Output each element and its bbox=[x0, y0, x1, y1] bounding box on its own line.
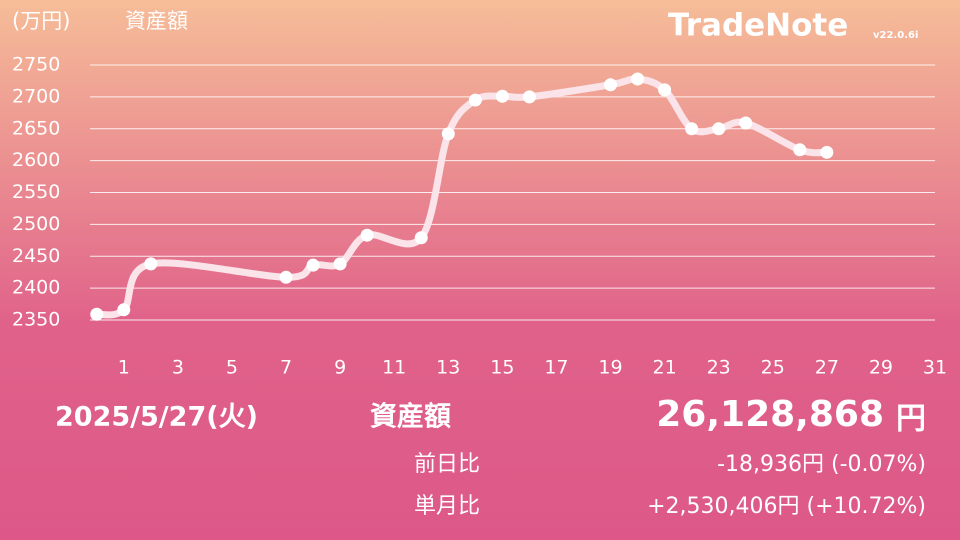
data-point bbox=[414, 231, 428, 245]
data-point bbox=[90, 307, 104, 321]
data-point bbox=[631, 72, 645, 86]
app-name: TradeNote bbox=[668, 8, 848, 44]
data-point bbox=[604, 78, 618, 92]
data-point bbox=[144, 257, 158, 271]
amount-unit: 円 bbox=[896, 402, 926, 437]
data-point bbox=[739, 116, 753, 130]
chart-title: 資産額 bbox=[125, 9, 188, 33]
y-tick-label: 2700 bbox=[12, 85, 60, 107]
y-tick-label: 2550 bbox=[12, 181, 60, 203]
data-point bbox=[306, 258, 320, 272]
amount: 26,128,868 bbox=[656, 394, 884, 435]
data-point bbox=[360, 228, 374, 242]
x-tick-label: 13 bbox=[436, 357, 460, 379]
x-tick-label: 31 bbox=[923, 357, 947, 379]
row-label: 単月比 bbox=[414, 494, 480, 519]
x-tick-label: 25 bbox=[761, 357, 785, 379]
data-point bbox=[441, 127, 455, 141]
row-value: -18,936円 (-0.07%) bbox=[717, 452, 926, 477]
app-version: v22.0.6i bbox=[873, 30, 918, 41]
y-tick-label: 2450 bbox=[12, 245, 60, 267]
x-tick-label: 9 bbox=[334, 357, 346, 379]
x-tick-label: 27 bbox=[815, 357, 839, 379]
x-tick-label: 5 bbox=[226, 357, 238, 379]
data-point bbox=[495, 89, 509, 103]
x-tick-label: 11 bbox=[382, 357, 406, 379]
data-point bbox=[117, 303, 131, 317]
data-point bbox=[658, 83, 672, 97]
x-tick-label: 1 bbox=[118, 357, 130, 379]
y-tick-label: 2400 bbox=[12, 277, 60, 299]
row-value: +2,530,406円 (+10.72%) bbox=[647, 494, 926, 519]
data-point bbox=[279, 270, 293, 284]
x-tick-label: 7 bbox=[280, 357, 292, 379]
x-tick-label: 3 bbox=[172, 357, 184, 379]
data-point bbox=[522, 90, 536, 104]
data-point bbox=[712, 122, 726, 136]
summary-label: 資産額 bbox=[370, 401, 451, 433]
y-tick-label: 2750 bbox=[12, 54, 60, 76]
y-tick-label: 2500 bbox=[12, 213, 60, 235]
y-tick-label: 2350 bbox=[12, 309, 60, 331]
x-tick-label: 15 bbox=[490, 357, 514, 379]
y-tick-label: 2600 bbox=[12, 149, 60, 171]
x-tick-label: 19 bbox=[598, 357, 622, 379]
x-tick-label: 29 bbox=[869, 357, 893, 379]
data-point bbox=[685, 122, 699, 136]
data-point bbox=[333, 257, 347, 271]
date: 2025/5/27(火) bbox=[55, 402, 258, 433]
x-tick-label: 21 bbox=[653, 357, 677, 379]
data-point bbox=[468, 93, 482, 107]
y-unit: (万円) bbox=[12, 9, 70, 33]
x-tick-label: 23 bbox=[707, 357, 731, 379]
x-tick-label: 17 bbox=[544, 357, 568, 379]
row-label: 前日比 bbox=[414, 452, 480, 477]
y-tick-label: 2650 bbox=[12, 117, 60, 139]
data-point bbox=[820, 145, 834, 159]
data-point bbox=[793, 143, 807, 157]
